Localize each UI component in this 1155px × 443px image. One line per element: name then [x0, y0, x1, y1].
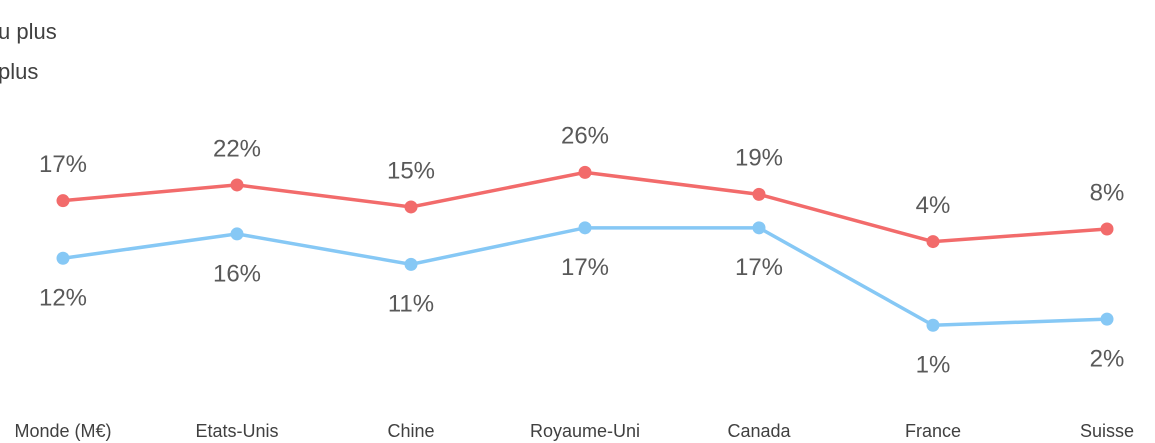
point: [56, 194, 70, 208]
x-tick-label: Etats-Unis: [195, 421, 278, 441]
point: [752, 187, 766, 201]
point: [404, 257, 418, 271]
x-tick-label: Royaume-Uni: [530, 421, 640, 441]
data-label: 2%: [1090, 345, 1125, 372]
point: [926, 318, 940, 332]
data-label: 26%: [561, 123, 609, 150]
data-label: 17%: [39, 151, 87, 178]
point: [230, 227, 244, 241]
point: [230, 178, 244, 192]
data-label: 11%: [388, 291, 434, 318]
data-label: 15%: [387, 157, 435, 184]
data-label: 17%: [561, 254, 609, 281]
x-tick-label: Monde (M€): [14, 421, 111, 441]
legend-label: plus: [0, 59, 38, 84]
x-tick-label: Suisse: [1080, 421, 1134, 441]
x-tick-label: Canada: [727, 421, 791, 441]
data-label: 16%: [213, 260, 261, 287]
point: [926, 235, 940, 249]
data-label: 22%: [213, 135, 261, 162]
point: [1100, 312, 1114, 326]
point: [56, 251, 70, 265]
data-label: 12%: [39, 285, 87, 312]
point: [404, 200, 418, 214]
data-label: 8%: [1090, 179, 1125, 206]
point: [1100, 222, 1114, 236]
point: [578, 221, 592, 235]
data-label: 4%: [916, 192, 951, 219]
data-label: 1%: [916, 352, 951, 379]
data-label: 17%: [735, 254, 783, 281]
x-tick-label: France: [905, 421, 961, 441]
legend-label: u plus: [0, 19, 57, 44]
x-tick-label: Chine: [387, 421, 434, 441]
point: [752, 221, 766, 235]
data-label: 19%: [735, 145, 783, 172]
point: [578, 165, 592, 179]
